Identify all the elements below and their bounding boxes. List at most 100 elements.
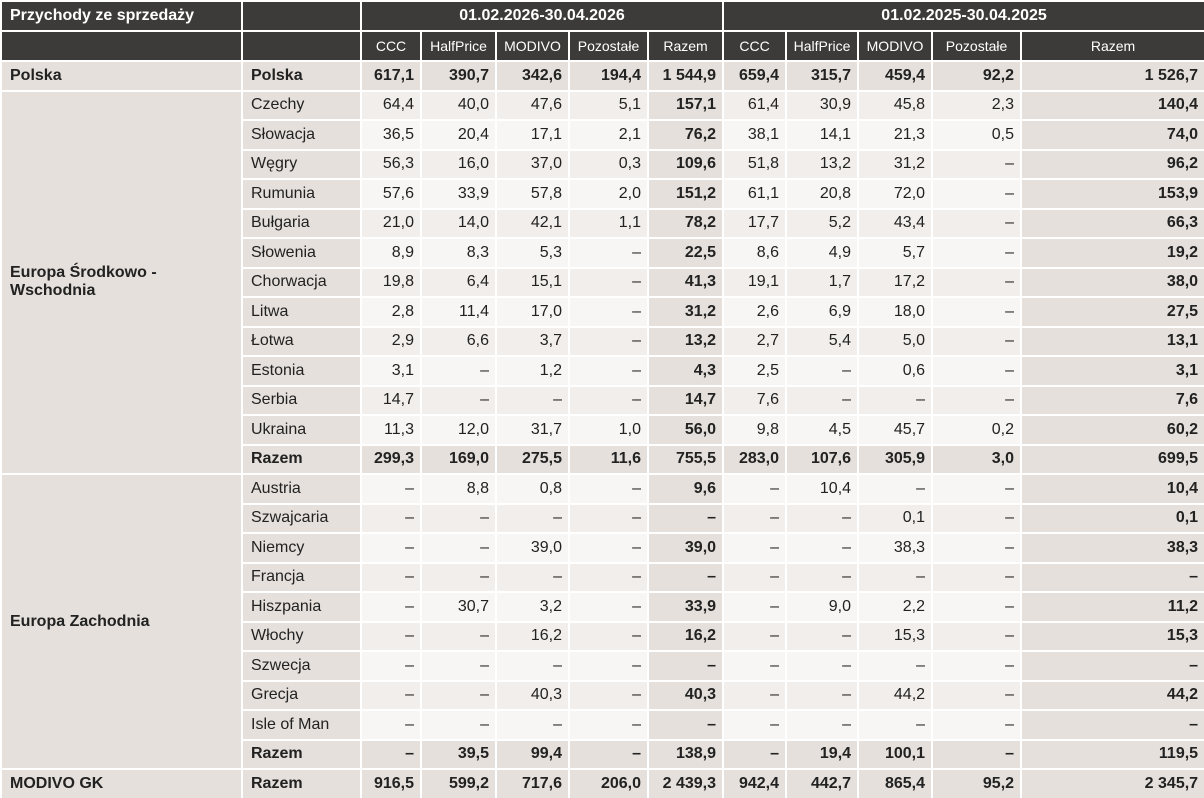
value-cell: – <box>931 738 1023 770</box>
value-cell: 916,5 <box>360 768 422 798</box>
row-label: Szwajcaria <box>241 502 362 534</box>
data-row: Szwajcaria – – – – – – –0,1–0,1 <box>1 502 1204 534</box>
value-cell: – <box>568 561 649 593</box>
region-cell: Europa Zachodnia <box>0 473 243 770</box>
value-cell: 51,8 <box>722 148 788 180</box>
row-label: Chorwacja <box>241 266 362 298</box>
value-cell: – <box>646 502 725 534</box>
value-cell: – <box>360 620 422 652</box>
value-cell: 74,0 <box>1020 119 1204 151</box>
value-cell: 39,5 <box>420 738 497 770</box>
value-cell: 16,2 <box>495 620 570 652</box>
value-cell: 37,0 <box>495 148 570 180</box>
row-label: Ukraina <box>241 414 362 446</box>
value-cell: – <box>646 709 725 741</box>
value-cell: 17,2 <box>857 266 934 298</box>
row-label: Razem <box>241 738 362 770</box>
value-cell: 699,5 <box>1020 443 1204 475</box>
value-cell: – <box>360 738 422 770</box>
row-label: Słowacja <box>241 119 362 151</box>
value-cell: – <box>495 502 570 534</box>
value-cell: 11,4 <box>420 296 497 328</box>
row-label: Litwa <box>241 296 362 328</box>
value-cell: 5,4 <box>785 325 860 357</box>
value-cell: 44,2 <box>857 679 934 711</box>
value-cell: – <box>360 473 422 505</box>
value-cell: 1,1 <box>568 207 649 239</box>
value-cell: 2,0 <box>568 178 649 210</box>
value-cell: 107,6 <box>785 443 860 475</box>
value-cell: – <box>1020 709 1204 741</box>
value-cell: 57,8 <box>495 178 570 210</box>
value-cell: 20,4 <box>420 119 497 151</box>
value-cell: – <box>931 561 1023 593</box>
value-cell: 31,2 <box>646 296 725 328</box>
value-cell: 56,0 <box>646 414 725 446</box>
value-cell: 40,0 <box>420 89 497 121</box>
value-cell: 2,6 <box>722 296 788 328</box>
value-cell: – <box>568 502 649 534</box>
value-cell: 2,1 <box>568 119 649 151</box>
value-cell: 9,6 <box>646 473 725 505</box>
value-cell: 5,0 <box>857 325 934 357</box>
value-cell: 42,1 <box>495 207 570 239</box>
value-cell: – <box>722 709 788 741</box>
value-cell: – <box>931 384 1023 416</box>
value-cell: 4,5 <box>785 414 860 446</box>
value-cell: 17,0 <box>495 296 570 328</box>
value-cell: 0,5 <box>931 119 1023 151</box>
value-cell: 6,6 <box>420 325 497 357</box>
value-cell: 19,2 <box>1020 237 1204 269</box>
data-row: Europa Zachodnia Austria –8,8 0,8–9,6–10,4–… <box>0 473 1204 770</box>
value-cell: 38,1 <box>722 119 788 151</box>
value-cell: 99,4 <box>495 738 570 770</box>
value-cell: 9,8 <box>722 414 788 446</box>
value-cell: 8,9 <box>360 237 422 269</box>
value-cell: 30,7 <box>420 591 497 623</box>
value-cell: 61,1 <box>722 178 788 210</box>
value-cell: – <box>931 709 1023 741</box>
value-cell: 14,7 <box>360 384 422 416</box>
value-cell: 78,2 <box>646 207 725 239</box>
value-cell: 45,7 <box>857 414 934 446</box>
value-cell: – <box>568 296 649 328</box>
data-row: Rumunia 57,6 33,9 57,8 2,0 151,2 61,1 20,8 72,0–… <box>1 178 1204 210</box>
value-cell: 43,4 <box>857 207 934 239</box>
value-cell: 72,0 <box>857 178 934 210</box>
value-cell: 14,7 <box>646 384 725 416</box>
period-header: 01.02.2025-30.04.2025 <box>722 0 1204 32</box>
row-label: Włochy <box>241 620 362 652</box>
value-cell: 41,3 <box>646 266 725 298</box>
value-cell: 11,2 <box>1020 591 1204 623</box>
value-cell: 5,7 <box>857 237 934 269</box>
value-cell: 22,5 <box>646 237 725 269</box>
value-cell: 44,2 <box>1020 679 1204 711</box>
value-cell: 14,1 <box>785 119 860 151</box>
value-cell: – <box>931 620 1023 652</box>
value-cell: 9,0 <box>785 591 860 623</box>
data-row: Chorwacja 19,8 6,4 15,1–41,3 19,1 1,7 17,2–38,… <box>1 266 1204 298</box>
value-cell: – <box>568 266 649 298</box>
value-cell: 275,5 <box>495 443 570 475</box>
value-cell: – <box>931 532 1023 564</box>
value-cell: 2,2 <box>857 591 934 623</box>
value-cell: 100,1 <box>857 738 934 770</box>
value-cell: – <box>931 650 1023 682</box>
value-cell: – <box>931 266 1023 298</box>
value-cell: 2,8 <box>360 296 422 328</box>
value-cell: 299,3 <box>360 443 422 475</box>
value-cell: – <box>785 502 860 534</box>
value-cell: – <box>857 561 934 593</box>
value-cell: – <box>722 591 788 623</box>
value-cell: 157,1 <box>646 89 725 121</box>
row-label: Szwecja <box>241 650 362 682</box>
value-cell: – <box>420 502 497 534</box>
value-cell: 1,7 <box>785 266 860 298</box>
value-cell: 66,3 <box>1020 207 1204 239</box>
value-cell: 12,0 <box>420 414 497 446</box>
row-label: Isle of Man <box>241 709 362 741</box>
value-cell: – <box>420 679 497 711</box>
value-cell: 8,8 <box>420 473 497 505</box>
value-cell: 31,2 <box>857 148 934 180</box>
